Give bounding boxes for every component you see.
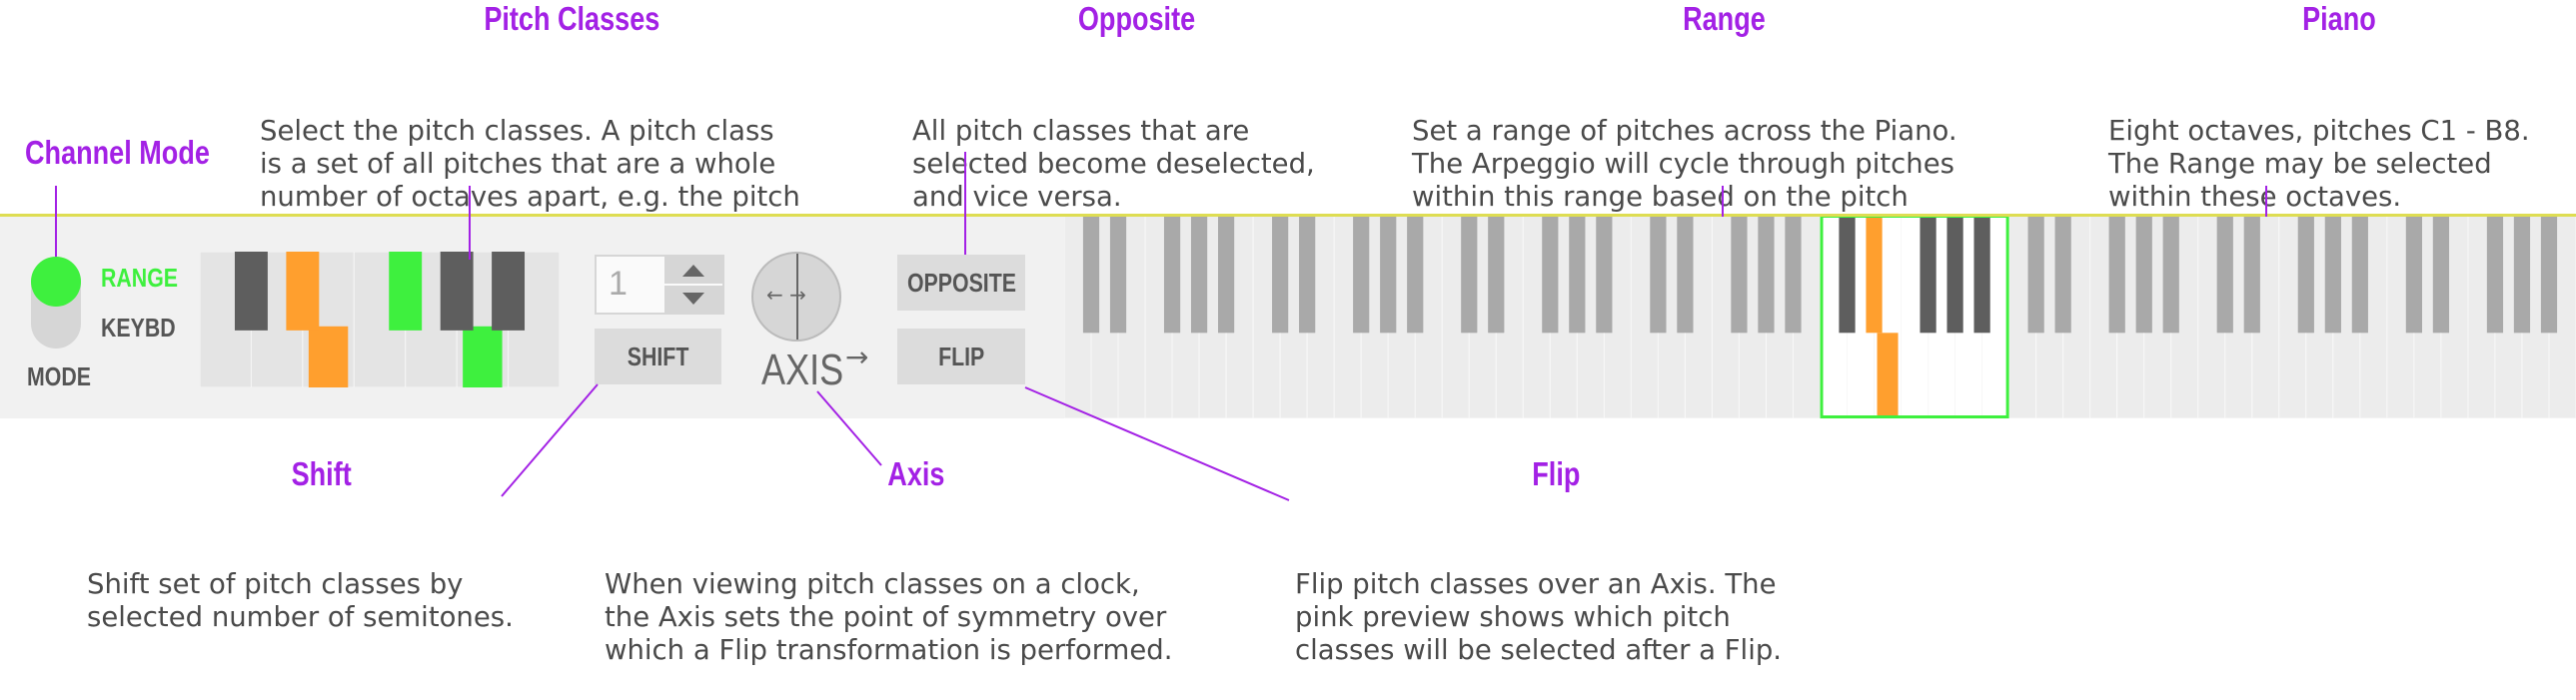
- pc-white-key-mark-A[interactable]: [463, 326, 503, 387]
- mode-option-range[interactable]: RANGE: [101, 263, 179, 293]
- axis-title: Axis: [887, 455, 945, 492]
- piano-description: Eight octaves, pitches C1 - B8. The Range…: [2108, 115, 2530, 213]
- piano-black-key-Ds4[interactable]: [1677, 215, 1694, 334]
- piano-black-key-Cs7[interactable]: [2216, 215, 2233, 334]
- piano-black-key-Gs4[interactable]: [1758, 215, 1775, 334]
- leader-lines: [55, 152, 2267, 501]
- piano-black-key-Fs2[interactable]: [1353, 215, 1370, 334]
- piano-black-key-Ds3[interactable]: [1488, 215, 1505, 334]
- shift-stepper[interactable]: 1: [595, 255, 724, 315]
- pitch-class-keyboard: [199, 251, 561, 388]
- piano-black-key-As3[interactable]: [1596, 215, 1613, 334]
- axis-to-flip-arrow-icon: →: [845, 341, 869, 373]
- shift-value[interactable]: 1: [609, 265, 628, 303]
- section-divider: [0, 214, 2576, 217]
- piano-black-key-Gs8[interactable]: [2513, 215, 2531, 334]
- piano-black-key-As6[interactable]: [2162, 215, 2179, 334]
- piano-black-key-Ds6[interactable]: [2054, 215, 2071, 334]
- shift-down-arrow-icon[interactable]: [664, 286, 722, 313]
- piano-black-key-Cs2[interactable]: [1272, 215, 1289, 334]
- piano-black-key-Fs6[interactable]: [2108, 215, 2125, 334]
- piano-black-key-Gs2[interactable]: [1380, 215, 1397, 334]
- piano-black-key-Ds2[interactable]: [1299, 215, 1316, 334]
- piano-black-key-Gs6[interactable]: [2135, 215, 2152, 334]
- pitch-class-keys[interactable]: [199, 251, 561, 388]
- piano-area: [1063, 214, 2576, 419]
- opposite-button[interactable]: OPPOSITE: [897, 255, 1025, 311]
- flip-title: Flip: [1532, 455, 1581, 492]
- shift-leader: [501, 383, 599, 497]
- opposite-title: Opposite: [1077, 0, 1196, 37]
- pc-black-key-Gs[interactable]: [440, 252, 474, 331]
- piano-black-key-As1[interactable]: [1218, 215, 1235, 334]
- control-panel: RANGE KEYBD MODE 1 SHIFT ← → AXIS → OPPO…: [0, 215, 1064, 418]
- shift-up-arrow-icon[interactable]: [664, 257, 722, 284]
- piano-black-key-Cs5[interactable]: [1839, 215, 1856, 334]
- piano-black-key-Fs4[interactable]: [1731, 215, 1748, 334]
- mode-toggle-knob[interactable]: [31, 257, 81, 307]
- piano-black-key-Ds5[interactable]: [1866, 215, 1883, 334]
- axis-label: AXIS: [761, 346, 844, 394]
- axis-arrows-icon: ← →: [766, 283, 806, 307]
- piano-black-key-Cs6[interactable]: [2027, 215, 2044, 334]
- piano-black-key-Ds7[interactable]: [2243, 215, 2260, 334]
- shift-title: Shift: [291, 455, 352, 492]
- piano-black-key-Gs7[interactable]: [2324, 215, 2341, 334]
- piano-black-key-Fs1[interactable]: [1163, 215, 1181, 334]
- piano-black-key-Fs7[interactable]: [2297, 215, 2314, 334]
- mode-label: MODE: [27, 361, 91, 391]
- piano-black-key-Fs8[interactable]: [2486, 215, 2504, 334]
- shift-button[interactable]: SHIFT: [595, 329, 721, 384]
- piano-black-key-As5[interactable]: [1973, 215, 1990, 334]
- piano-black-key-As7[interactable]: [2351, 215, 2368, 334]
- piano-black-key-As4[interactable]: [1785, 215, 1802, 334]
- flip-button[interactable]: FLIP: [897, 329, 1025, 384]
- piano-black-key-Cs1[interactable]: [1082, 215, 1100, 334]
- piano-black-key-Cs4[interactable]: [1650, 215, 1667, 334]
- piano-black-key-Gs5[interactable]: [1946, 215, 1963, 334]
- pc-black-key-Cs[interactable]: [234, 252, 268, 331]
- channel-mode-title: Channel Mode: [25, 134, 210, 171]
- axis-line: [796, 254, 798, 340]
- piano-keyboard[interactable]: [1063, 214, 2576, 419]
- pc-black-key-Ds[interactable]: [286, 252, 320, 331]
- axis-leader: [816, 390, 882, 466]
- piano-black-key-Gs3[interactable]: [1569, 215, 1586, 334]
- range-title: Range: [1683, 0, 1766, 37]
- flip-leader: [1024, 386, 1290, 501]
- piano-black-key-Cs3[interactable]: [1461, 215, 1478, 334]
- mode-option-keybd[interactable]: KEYBD: [101, 313, 176, 343]
- piano-black-key-Fs3[interactable]: [1542, 215, 1559, 334]
- piano-black-key-Gs1[interactable]: [1190, 215, 1208, 334]
- pc-black-key-Fs[interactable]: [389, 252, 423, 331]
- opposite-description: All pitch classes that are selected becom…: [912, 115, 1315, 213]
- piano-black-key-Cs8[interactable]: [2405, 215, 2422, 334]
- piano-black-key-Fs5[interactable]: [1920, 215, 1936, 334]
- piano-range-mark-E[interactable]: [1877, 333, 1899, 418]
- piano-black-key-Ds1[interactable]: [1109, 215, 1127, 334]
- piano-black-key-As8[interactable]: [2540, 215, 2558, 334]
- axis-clock[interactable]: ← →: [751, 252, 841, 342]
- piano-black-key-As2[interactable]: [1407, 215, 1424, 334]
- pc-black-key-As[interactable]: [492, 252, 526, 331]
- pitch-classes-title: Pitch Classes: [484, 0, 660, 37]
- pc-white-key-mark-E[interactable]: [308, 326, 349, 387]
- piano-black-key-Ds8[interactable]: [2432, 215, 2450, 334]
- piano-title: Piano: [2302, 0, 2376, 37]
